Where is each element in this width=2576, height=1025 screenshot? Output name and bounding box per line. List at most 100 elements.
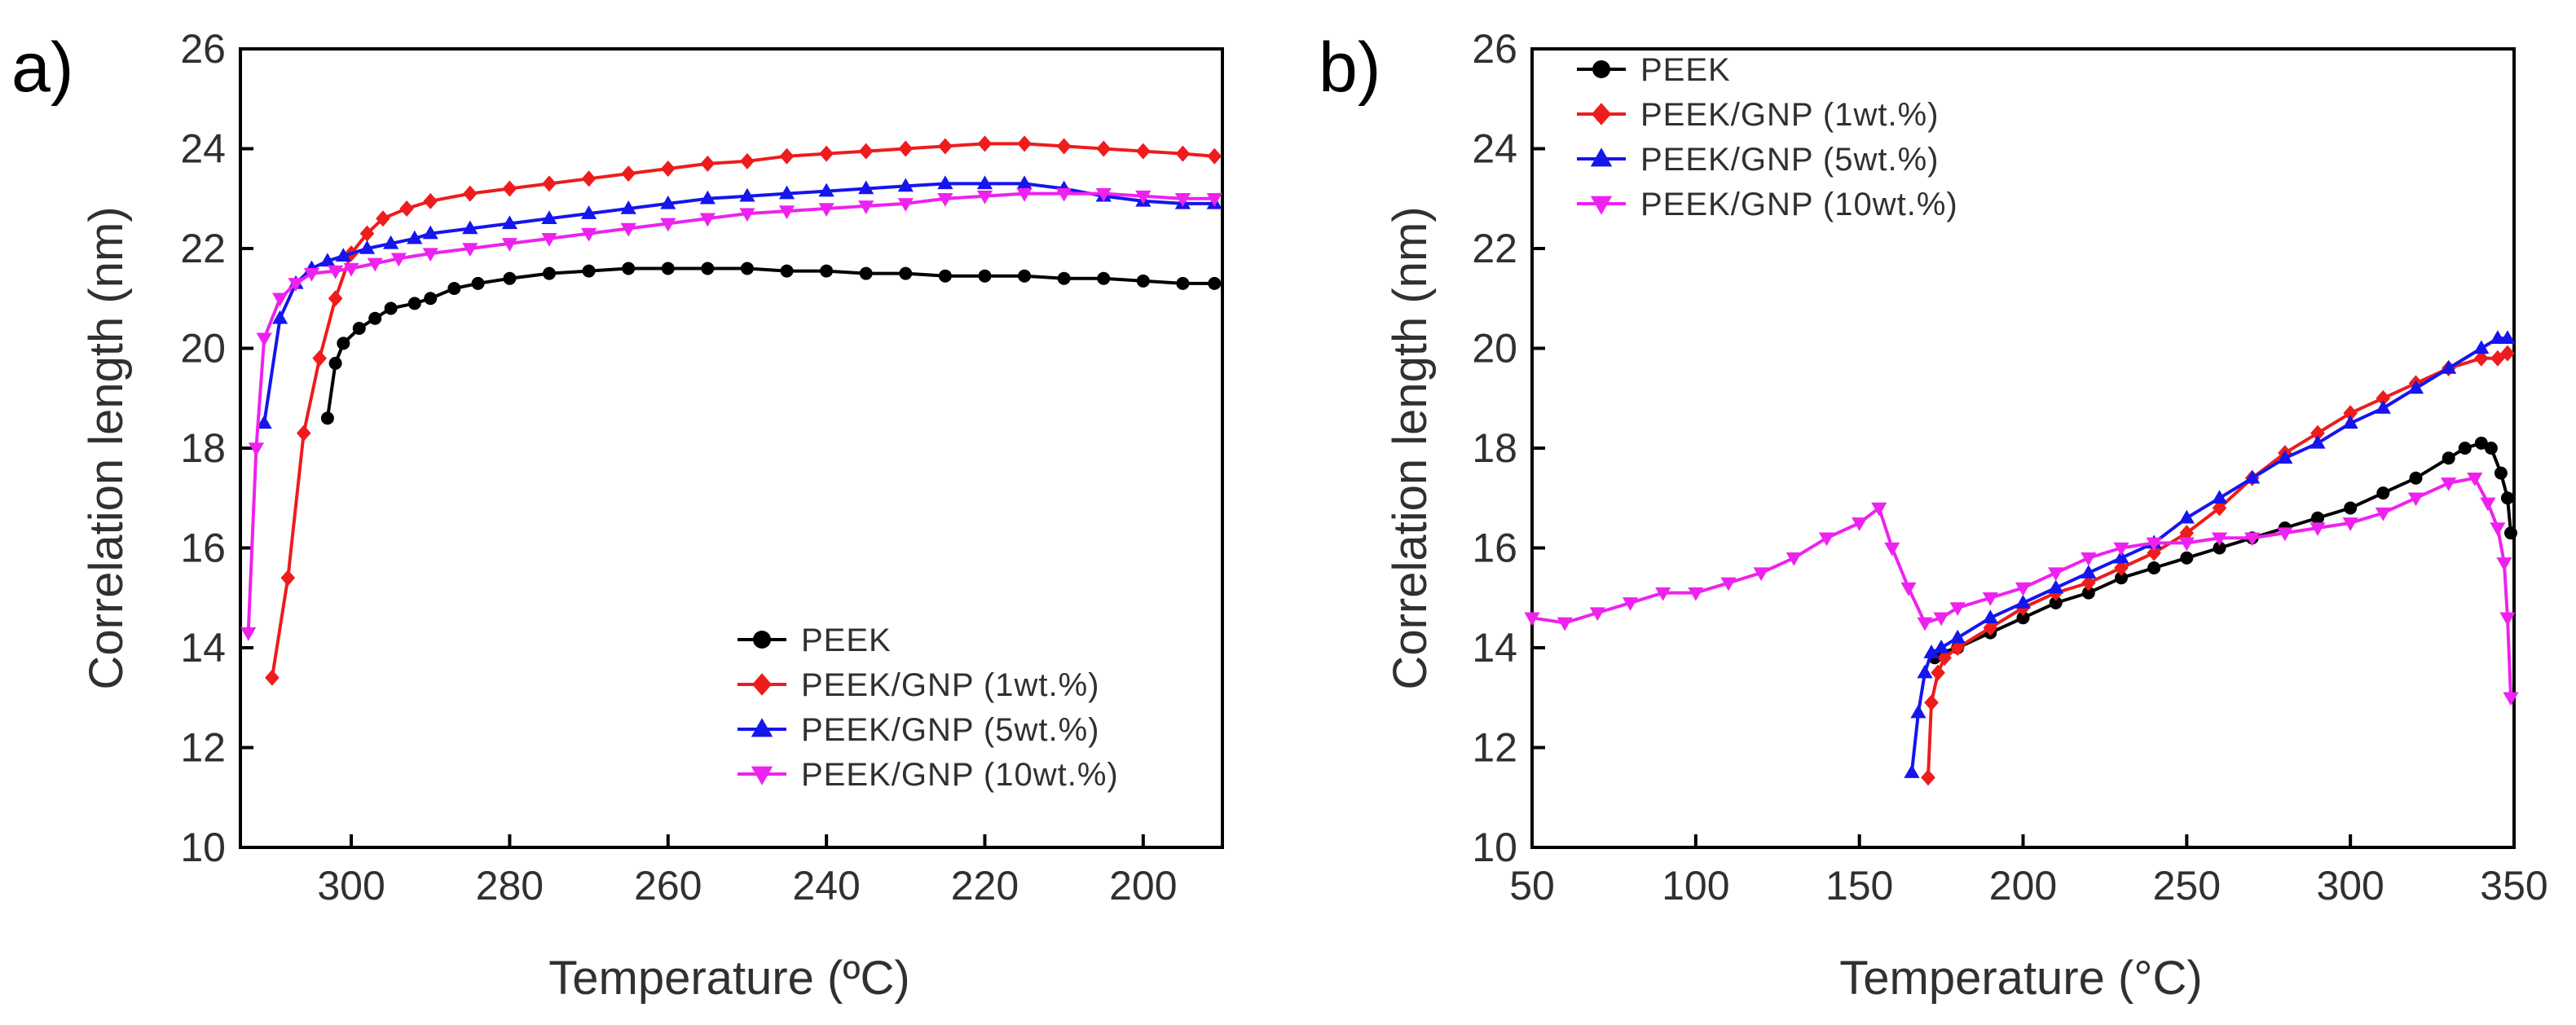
data-point: [2081, 552, 2097, 566]
data-point: [256, 332, 272, 347]
y-tick-label: 26: [180, 26, 226, 72]
data-point: [462, 243, 478, 257]
series-2: [1904, 330, 2516, 778]
x-tick-label: 150: [1825, 863, 1893, 908]
data-point: [501, 238, 518, 252]
data-point: [407, 230, 423, 244]
data-point: [367, 257, 383, 272]
legend-item-1: PEEK/GNP (1wt.%): [738, 667, 1099, 703]
data-point: [2409, 471, 2423, 485]
data-point: [699, 213, 716, 227]
data-point: [2490, 330, 2506, 345]
data-point: [1917, 617, 1933, 631]
data-point: [778, 185, 795, 200]
data-point: [343, 262, 359, 277]
legend-item-0: PEEK: [1577, 52, 1730, 88]
data-point: [2213, 541, 2226, 555]
data-point: [976, 190, 993, 205]
data-point: [820, 264, 834, 278]
y-tick-label: 22: [180, 226, 226, 271]
y-tick-label: 24: [1472, 126, 1517, 172]
data-point: [462, 220, 478, 235]
data-point: [2113, 549, 2129, 564]
data-point: [1753, 567, 1769, 582]
y-tick-label: 10: [1472, 825, 1517, 870]
data-point: [407, 297, 421, 310]
data-point: [620, 200, 636, 214]
data-point: [818, 203, 834, 217]
data-point: [1900, 582, 1917, 596]
data-point: [2049, 596, 2063, 609]
data-point: [2503, 526, 2517, 540]
legend-label: PEEK/GNP (10wt.%): [1640, 187, 1958, 222]
data-point: [352, 322, 366, 335]
data-point: [1016, 187, 1033, 202]
data-point: [503, 271, 517, 285]
data-point: [2343, 405, 2358, 422]
data-point: [976, 175, 993, 190]
panel-b-series: [1524, 330, 2519, 786]
data-point: [2310, 434, 2326, 449]
data-point: [328, 290, 343, 307]
series-1: [1921, 345, 2515, 786]
data-point: [542, 266, 556, 280]
data-point: [502, 180, 517, 197]
data-point: [328, 356, 342, 370]
data-point: [2500, 491, 2514, 505]
data-point: [2496, 557, 2512, 571]
data-point: [320, 411, 334, 425]
data-point: [1852, 517, 1868, 531]
y-tick-label: 24: [180, 126, 226, 172]
legend-label: PEEK: [801, 622, 892, 658]
data-point: [1983, 619, 1998, 636]
series-2: [256, 175, 1222, 429]
data-point: [368, 311, 382, 325]
data-point: [2277, 450, 2293, 464]
data-point: [422, 248, 438, 262]
legend-item-1: PEEK/GNP (1wt.%): [1577, 97, 1938, 133]
data-point: [1937, 649, 1952, 666]
data-point: [2376, 389, 2391, 407]
legend-item-0: PEEK: [738, 622, 892, 658]
legend-marker: [753, 631, 771, 649]
series-3: [1524, 472, 2519, 706]
data-point: [897, 178, 914, 192]
legend-label: PEEK/GNP (1wt.%): [801, 667, 1099, 703]
data-point: [1884, 542, 1900, 556]
data-point: [248, 442, 265, 456]
data-point: [2376, 486, 2390, 500]
data-point: [858, 143, 874, 160]
data-point: [621, 165, 636, 183]
data-point: [2178, 537, 2195, 552]
data-point: [376, 210, 390, 227]
y-tick-label: 16: [180, 526, 226, 571]
panel-b-y-axis-title: Correlation length (nm): [1384, 206, 1437, 689]
y-tick-label: 26: [1472, 26, 1517, 72]
data-point: [740, 152, 755, 169]
data-point: [359, 240, 376, 254]
data-point: [2178, 509, 2195, 524]
data-point: [335, 248, 351, 262]
data-point: [240, 627, 257, 641]
data-point: [899, 266, 913, 280]
data-point: [1949, 602, 1966, 616]
data-point: [2375, 400, 2391, 414]
data-point: [1057, 271, 1071, 285]
data-point: [2407, 380, 2424, 394]
data-point: [2015, 582, 2032, 596]
data-point: [2244, 469, 2261, 484]
data-point: [2081, 565, 2097, 578]
data-point: [661, 262, 675, 275]
data-point: [779, 147, 795, 165]
data-point: [1016, 175, 1033, 190]
series-line: [1909, 337, 2508, 773]
legend-item-3: PEEK/GNP (10wt.%): [1577, 187, 1958, 222]
data-point: [2441, 360, 2457, 374]
series-3: [240, 187, 1222, 641]
data-point: [660, 195, 676, 209]
data-point: [288, 278, 304, 292]
data-point: [581, 170, 597, 187]
data-point: [660, 218, 676, 232]
